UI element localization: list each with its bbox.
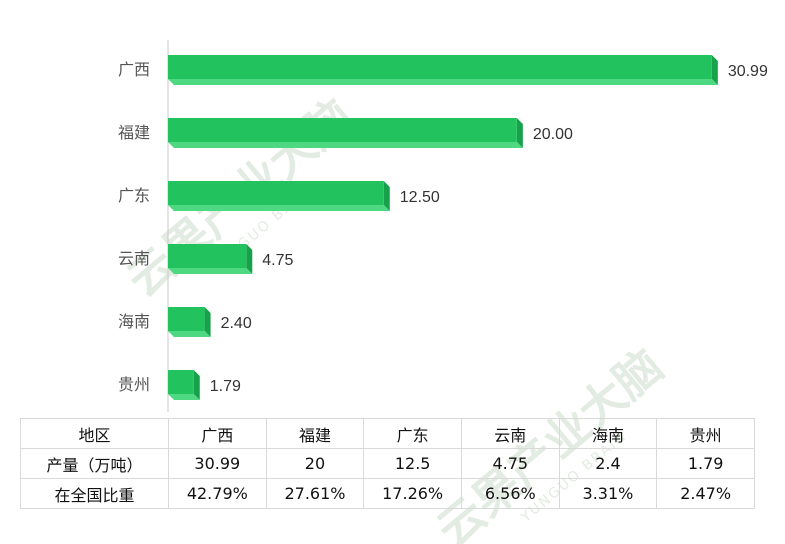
bar xyxy=(168,181,384,205)
table-cell: 6.56% xyxy=(460,478,560,509)
bar xyxy=(168,307,205,331)
table-cell: 在全国比重 xyxy=(20,478,169,509)
table-cell: 4.75 xyxy=(460,448,560,479)
category-label: 福建 xyxy=(118,123,150,142)
bar-item: 贵州 1.79 xyxy=(118,370,241,400)
table-cell: 30.99 xyxy=(168,448,267,479)
bar-bevel xyxy=(168,205,390,211)
value-label: 30.99 xyxy=(728,63,768,80)
table-cell: 贵州 xyxy=(656,418,755,449)
table-cell: 地区 xyxy=(20,418,169,449)
table-row: 在全国比重 42.79% 27.61% 17.26% 6.56% 3.31% 2.47% xyxy=(20,478,755,509)
table-row: 产量（万吨） 30.99 20 12.5 4.75 2.4 1.79 xyxy=(20,448,755,479)
table-cell: 1.79 xyxy=(656,448,755,479)
category-label: 云南 xyxy=(118,249,150,268)
table-cell: 2.4 xyxy=(558,448,658,479)
table-cell: 17.26% xyxy=(363,478,462,509)
bar-side xyxy=(711,55,718,85)
bar-bevel xyxy=(168,142,523,148)
table-cell: 海南 xyxy=(558,418,658,449)
bar xyxy=(168,244,247,268)
category-label: 贵州 xyxy=(118,375,150,394)
table-cell: 20 xyxy=(265,448,365,479)
bar-item: 广西 30.99 xyxy=(118,55,768,85)
bar-item: 福建 20.00 xyxy=(118,118,573,148)
category-label: 广西 xyxy=(118,60,150,79)
bar xyxy=(168,118,517,142)
category-label: 海南 xyxy=(118,312,150,331)
bar-item: 云南 4.75 xyxy=(118,244,294,274)
bar-bevel xyxy=(168,394,200,400)
bar-side xyxy=(516,118,523,148)
bar-bevel xyxy=(168,268,253,274)
value-label: 12.50 xyxy=(400,189,440,206)
table-cell: 云南 xyxy=(460,418,560,449)
bar-side xyxy=(193,370,200,400)
bar-side xyxy=(383,181,390,211)
value-label: 20.00 xyxy=(533,126,573,143)
bar-bevel xyxy=(168,331,211,337)
bar xyxy=(168,370,194,394)
table-cell: 福建 xyxy=(265,418,365,449)
bar-item: 海南 2.40 xyxy=(118,307,252,337)
table-cell: 广西 xyxy=(168,418,267,449)
value-label: 2.40 xyxy=(221,315,252,332)
table-cell: 产量（万吨） xyxy=(20,448,169,479)
data-table: 地区 广西 福建 广东 云南 海南 贵州 产量（万吨） 30.99 20 12.5 4.75 2.4 1.… xyxy=(20,418,755,509)
bar-bevel xyxy=(168,79,718,85)
bar-side xyxy=(204,307,211,337)
table-cell: 广东 xyxy=(363,418,462,449)
table-row: 地区 广西 福建 广东 云南 海南 贵州 xyxy=(20,418,755,449)
table-cell: 12.5 xyxy=(363,448,462,479)
value-label: 4.75 xyxy=(262,252,293,269)
category-label: 广东 xyxy=(118,186,150,205)
table-cell: 2.47% xyxy=(656,478,755,509)
table-cell: 42.79% xyxy=(168,478,267,509)
bars-group: 广西 30.99 福建 20.00 广东 12.50 云南 4.75 海南 2.40 贵州 1.79 xyxy=(118,55,768,400)
table-cell: 3.31% xyxy=(558,478,658,509)
bar-side xyxy=(246,244,253,274)
value-label: 1.79 xyxy=(210,378,241,395)
bar-item: 广东 12.50 xyxy=(118,181,440,211)
bar xyxy=(168,55,712,79)
table-cell: 27.61% xyxy=(265,478,365,509)
